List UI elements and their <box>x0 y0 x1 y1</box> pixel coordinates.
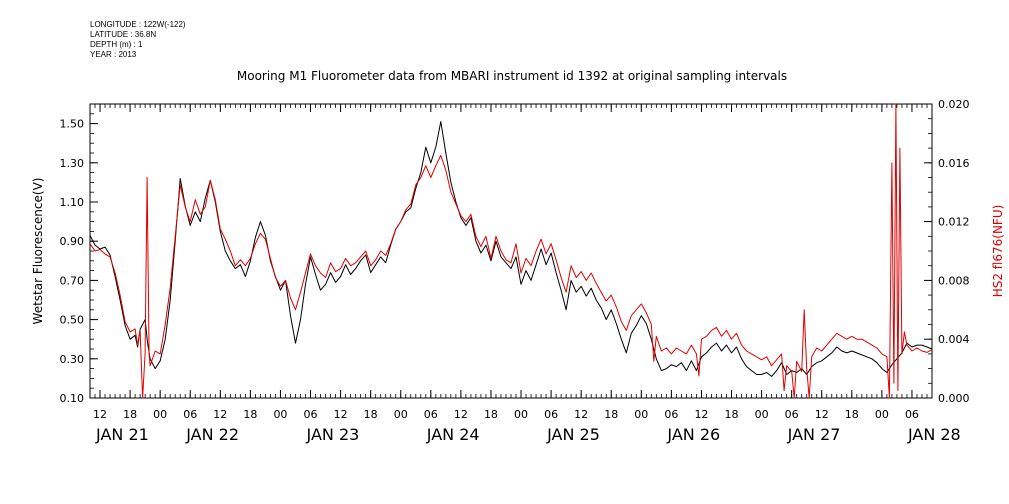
x-tick-label: 12 <box>574 408 588 421</box>
x-tick-label: 12 <box>213 408 227 421</box>
x-tick-label: 12 <box>815 408 829 421</box>
x-tick-label: 18 <box>484 408 498 421</box>
x-tick-label: 18 <box>364 408 378 421</box>
x-tick-label: 12 <box>454 408 468 421</box>
y-tick-label: 0.70 <box>60 274 85 287</box>
x-tick-label: 06 <box>544 408 558 421</box>
metadata-block: LONGITUDE : 122W(-122) LATITUDE : 36.8N … <box>90 20 186 60</box>
x-tick-label: 06 <box>664 408 678 421</box>
y2-tick-label: 0.004 <box>938 333 970 346</box>
y2-axis-label: HS2 fl676(NFU) <box>991 205 1005 298</box>
x-day-label: JAN 26 <box>666 425 720 444</box>
y2-tick-label: 0.000 <box>938 392 970 405</box>
x-tick-label: 00 <box>514 408 528 421</box>
x-axis: 12 18 00 06 12 18 00 06 12 18 00 06 12 18 00 06 12 18 00 06… <box>93 104 961 444</box>
x-tick-label: 06 <box>424 408 438 421</box>
x-day-label: JAN 27 <box>787 425 841 444</box>
y-axis-left: 0.10 0.30 0.50 0.70 0.90 1.10 1.30 1.50 <box>60 103 98 405</box>
x-tick-label: 12 <box>93 408 107 421</box>
y-tick-label: 0.50 <box>60 314 85 327</box>
x-tick-label: 18 <box>845 408 859 421</box>
minor-ticks <box>89 104 933 398</box>
y2-tick-label: 0.012 <box>938 216 970 229</box>
latitude-label: LATITUDE : 36.8N <box>90 30 157 39</box>
y-tick-label: 0.90 <box>60 235 85 248</box>
x-tick-label: 12 <box>334 408 348 421</box>
x-tick-label: 18 <box>123 408 137 421</box>
y2-tick-label: 0.016 <box>938 157 970 170</box>
y-tick-label: 0.10 <box>60 392 85 405</box>
x-tick-label: 18 <box>725 408 739 421</box>
chart-title: Mooring M1 Fluorometer data from MBARI i… <box>237 69 787 83</box>
x-tick-label: 00 <box>634 408 648 421</box>
x-tick-label: 18 <box>604 408 618 421</box>
x-tick-label: 06 <box>905 408 919 421</box>
x-tick-label: 00 <box>153 408 167 421</box>
y2-tick-label: 0.020 <box>938 98 970 111</box>
y-axis-label: Wetstar Fluorescence(V) <box>31 178 45 325</box>
y2-tick-label: 0.008 <box>938 274 970 287</box>
x-day-label: JAN 23 <box>306 425 360 444</box>
y-axis-right: 0.000 0.004 0.008 0.012 0.016 0.020 <box>924 98 970 405</box>
y-tick-label: 1.50 <box>60 118 85 131</box>
data-series <box>89 103 933 399</box>
y-tick-label: 1.10 <box>60 196 85 209</box>
x-tick-label: 12 <box>694 408 708 421</box>
y-tick-label: 0.30 <box>60 353 85 366</box>
y-tick-label: 1.30 <box>60 157 85 170</box>
x-day-label: JAN 21 <box>95 425 149 444</box>
year-label: YEAR : 2013 <box>90 50 137 59</box>
x-tick-label: 00 <box>755 408 769 421</box>
series-line-wetstar <box>89 121 933 377</box>
x-day-label: JAN 25 <box>546 425 600 444</box>
x-tick-label: 06 <box>183 408 197 421</box>
series-line-hs2 <box>89 103 933 399</box>
depth-label: DEPTH (m) : 1 <box>90 40 143 49</box>
x-day-label: JAN 24 <box>426 425 480 444</box>
x-tick-label: 00 <box>875 408 889 421</box>
x-tick-label: 06 <box>785 408 799 421</box>
x-tick-label: 18 <box>243 408 257 421</box>
x-tick-label: 00 <box>394 408 408 421</box>
x-tick-label: 00 <box>273 408 287 421</box>
x-day-label: JAN 28 <box>907 425 961 444</box>
x-day-label: JAN 22 <box>185 425 239 444</box>
longitude-label: LONGITUDE : 122W(-122) <box>90 20 186 29</box>
x-tick-label: 06 <box>304 408 318 421</box>
